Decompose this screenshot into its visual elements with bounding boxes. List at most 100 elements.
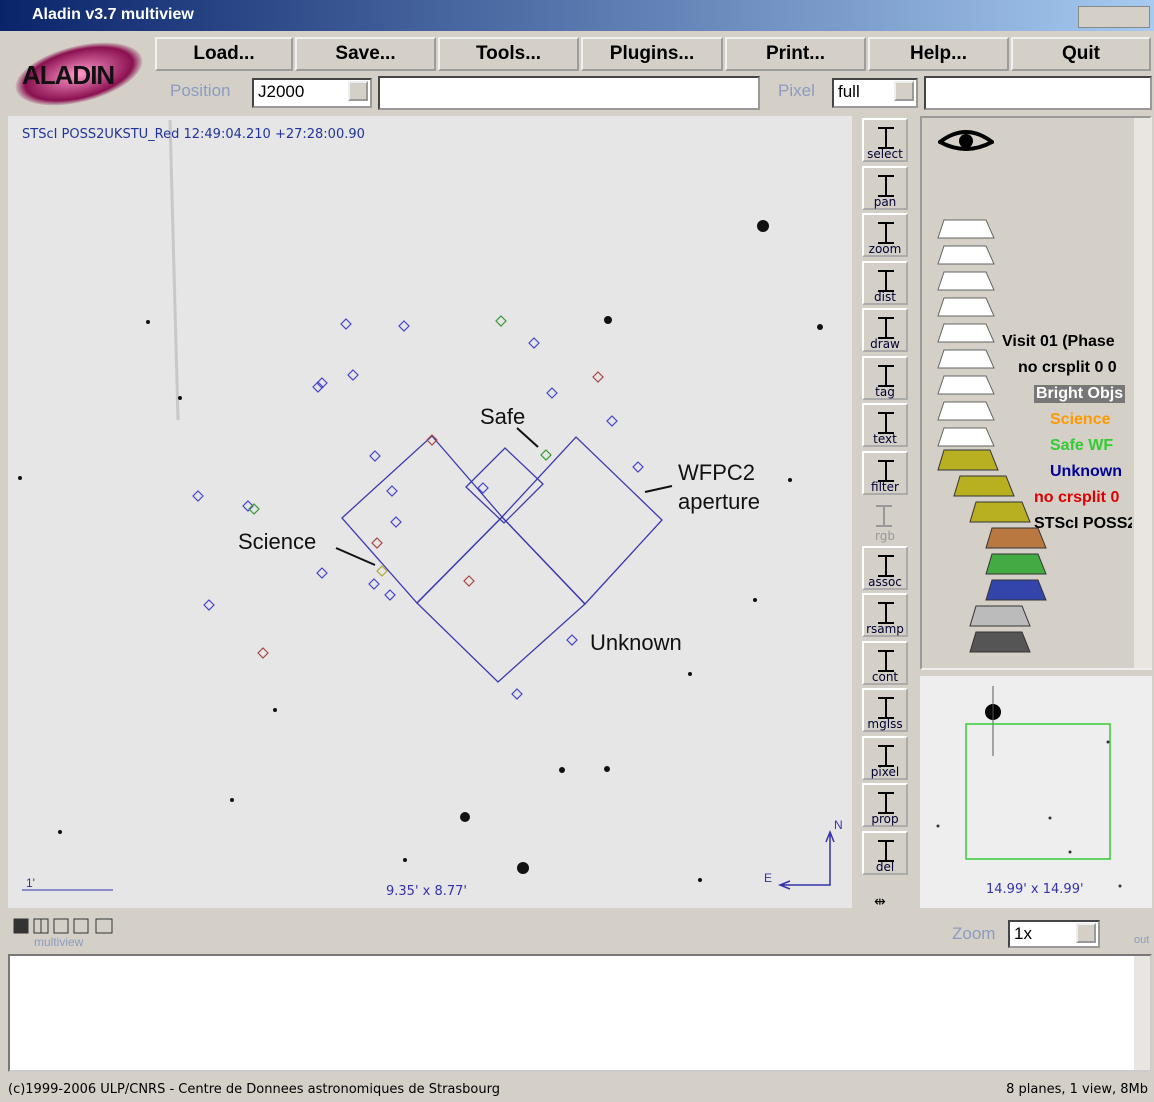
- pixel-select[interactable]: full: [832, 78, 918, 108]
- tool-button[interactable]: pixel: [862, 736, 908, 780]
- tool-button[interactable]: draw: [862, 308, 908, 352]
- tool-button[interactable]: rsamp: [862, 593, 908, 637]
- dropdown-arrow[interactable]: [894, 81, 914, 101]
- menu-button[interactable]: Plugins...: [581, 37, 723, 71]
- star: [604, 316, 612, 324]
- menu-button[interactable]: Load...: [155, 37, 293, 71]
- star: [757, 220, 769, 232]
- star: [18, 476, 22, 480]
- dropdown-arrow[interactable]: [348, 81, 368, 101]
- plane-label[interactable]: STScI POSS2: [1034, 515, 1132, 533]
- compass-north: N: [834, 818, 843, 832]
- icon-glyph: [876, 506, 892, 526]
- plane-icon: [986, 580, 1046, 600]
- zoom-select[interactable]: 1x: [1008, 920, 1100, 948]
- tool-button[interactable]: text: [862, 403, 908, 447]
- plane-icon: [986, 554, 1046, 574]
- zoom-out[interactable]: out: [1134, 934, 1149, 946]
- tool-button[interactable]: dist: [862, 261, 908, 305]
- tool-label: zoom: [864, 242, 906, 256]
- plane-icon: [970, 606, 1030, 626]
- zoom-view-size: 14.99' x 14.99': [986, 882, 1084, 897]
- icon-glyph: [878, 271, 894, 291]
- plane-label[interactable]: Safe WF: [1050, 437, 1113, 455]
- aladin-window: Aladin v3.7 multiview ALADIN Load... Sav…: [0, 0, 1154, 1102]
- status-left: (c)1999-2006 ULP/CNRS - Centre de Donnee…: [8, 1082, 500, 1097]
- empty-plane: [938, 298, 994, 316]
- menu-button[interactable]: Help...: [868, 37, 1009, 71]
- annotation: WFPC2: [678, 460, 755, 486]
- zoom-label: Zoom: [952, 924, 995, 944]
- icon-glyph: [878, 176, 894, 196]
- tool-label: pan: [864, 195, 906, 209]
- star: [403, 858, 407, 862]
- page: Aladin {"window":{"title":"Aladin v3.7 m…: [0, 0, 1154, 1102]
- view-header: STScI POSS2UKSTU_Red 12:49:04.210 +27:28…: [22, 127, 365, 142]
- position-input[interactable]: [378, 76, 760, 110]
- menu-button[interactable]: Quit: [1011, 37, 1151, 71]
- star: [517, 862, 529, 874]
- icon-glyph: [878, 318, 894, 338]
- dropdown-arrow[interactable]: [1076, 923, 1096, 943]
- menu-button[interactable]: Save...: [295, 37, 436, 71]
- eye-icon[interactable]: [938, 126, 994, 156]
- icon-glyph: [878, 223, 894, 243]
- window-controls[interactable]: [1078, 6, 1150, 28]
- empty-plane: [938, 220, 994, 238]
- icon-glyph: [878, 413, 894, 433]
- plane-label[interactable]: Science: [1050, 411, 1110, 429]
- tool-button[interactable]: select: [862, 118, 908, 162]
- icon-glyph: [878, 556, 894, 576]
- plane-label[interactable]: no crsplit 0: [1034, 489, 1119, 507]
- view-size: 9.35' x 8.77': [386, 884, 467, 899]
- tool-button[interactable]: filter: [862, 451, 908, 495]
- plane-label[interactable]: no crsplit 0 0: [1018, 359, 1117, 377]
- tool-button[interactable]: prop: [862, 783, 908, 827]
- scrollbar[interactable]: [1134, 118, 1152, 668]
- icon-glyph: [878, 746, 894, 766]
- empty-plane: [938, 246, 994, 264]
- tool-label: cont: [864, 670, 906, 684]
- tool-button[interactable]: tag: [862, 356, 908, 400]
- tool-button[interactable]: pan: [862, 166, 908, 210]
- star: [788, 478, 792, 482]
- frame-select[interactable]: J2000: [252, 78, 372, 108]
- tool-button[interactable]: cont: [862, 641, 908, 685]
- plane-label[interactable]: Unknown: [1050, 463, 1122, 481]
- frame-value: J2000: [258, 82, 304, 101]
- tool-button[interactable]: rgb: [862, 498, 908, 542]
- icon-glyph: [878, 651, 894, 671]
- console-scrollbar[interactable]: [1134, 956, 1150, 1070]
- star: [178, 396, 182, 400]
- tool-button[interactable]: zoom: [862, 213, 908, 257]
- star: [230, 798, 234, 802]
- icon-glyph: [878, 841, 894, 861]
- tool-label: draw: [864, 337, 906, 351]
- plane-icon: [938, 450, 998, 470]
- empty-plane: [938, 272, 994, 290]
- empty-plane: [938, 402, 994, 420]
- menu-button[interactable]: Tools...: [438, 37, 579, 71]
- icon-glyph: [878, 603, 894, 623]
- tool-label: text: [864, 432, 906, 446]
- pixel-input[interactable]: [924, 76, 1152, 110]
- annotation: Unknown: [590, 630, 682, 656]
- plane-label[interactable]: Bright Objs: [1034, 385, 1125, 403]
- menu-button[interactable]: Print...: [725, 37, 866, 71]
- plane-label[interactable]: Visit 01 (Phase: [1002, 333, 1115, 351]
- tool-button[interactable]: mglss: [862, 688, 908, 732]
- multiview-icons[interactable]: [12, 916, 122, 936]
- empty-plane: [938, 428, 994, 446]
- annotation: Safe: [480, 404, 525, 430]
- tool-label: mglss: [864, 717, 906, 731]
- tool-label: tag: [864, 385, 906, 399]
- position-label: Position: [170, 81, 230, 101]
- star: [753, 598, 757, 602]
- tool-button[interactable]: del: [862, 831, 908, 875]
- tool-icon: [862, 500, 906, 530]
- compass-east: E: [764, 871, 772, 885]
- tool-button[interactable]: assoc: [862, 546, 908, 590]
- resize-arrows[interactable]: ⇹: [874, 893, 886, 910]
- tool-label: rsamp: [864, 622, 906, 636]
- star: [58, 830, 62, 834]
